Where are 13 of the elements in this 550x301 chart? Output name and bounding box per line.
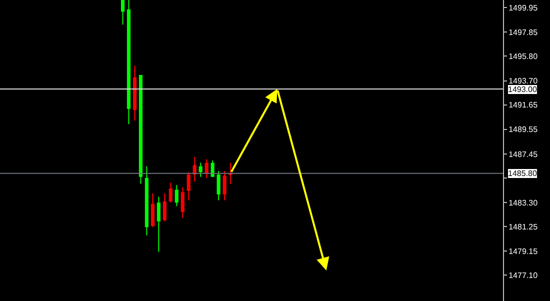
y-tick-label: 1481.25 bbox=[508, 222, 538, 232]
ref-line-label: 1493.00 bbox=[508, 85, 538, 94]
y-tick-label: 1497.85 bbox=[508, 28, 538, 38]
y-tick-label: 1479.15 bbox=[508, 247, 538, 256]
y-tick-label: 1493.70 bbox=[508, 76, 538, 86]
ref-line-label: 1485.80 bbox=[508, 169, 538, 178]
y-tick-label: 1483.30 bbox=[508, 198, 538, 208]
y-tick-label: 1491.65 bbox=[508, 100, 538, 110]
y-tick-label: 1489.55 bbox=[508, 125, 538, 134]
y-tick-label: 1495.80 bbox=[508, 52, 538, 62]
y-tick-label: 1477.10 bbox=[508, 271, 538, 280]
y-tick-label: 1487.45 bbox=[508, 150, 538, 159]
y-tick-label: 1499.95 bbox=[508, 3, 538, 12]
